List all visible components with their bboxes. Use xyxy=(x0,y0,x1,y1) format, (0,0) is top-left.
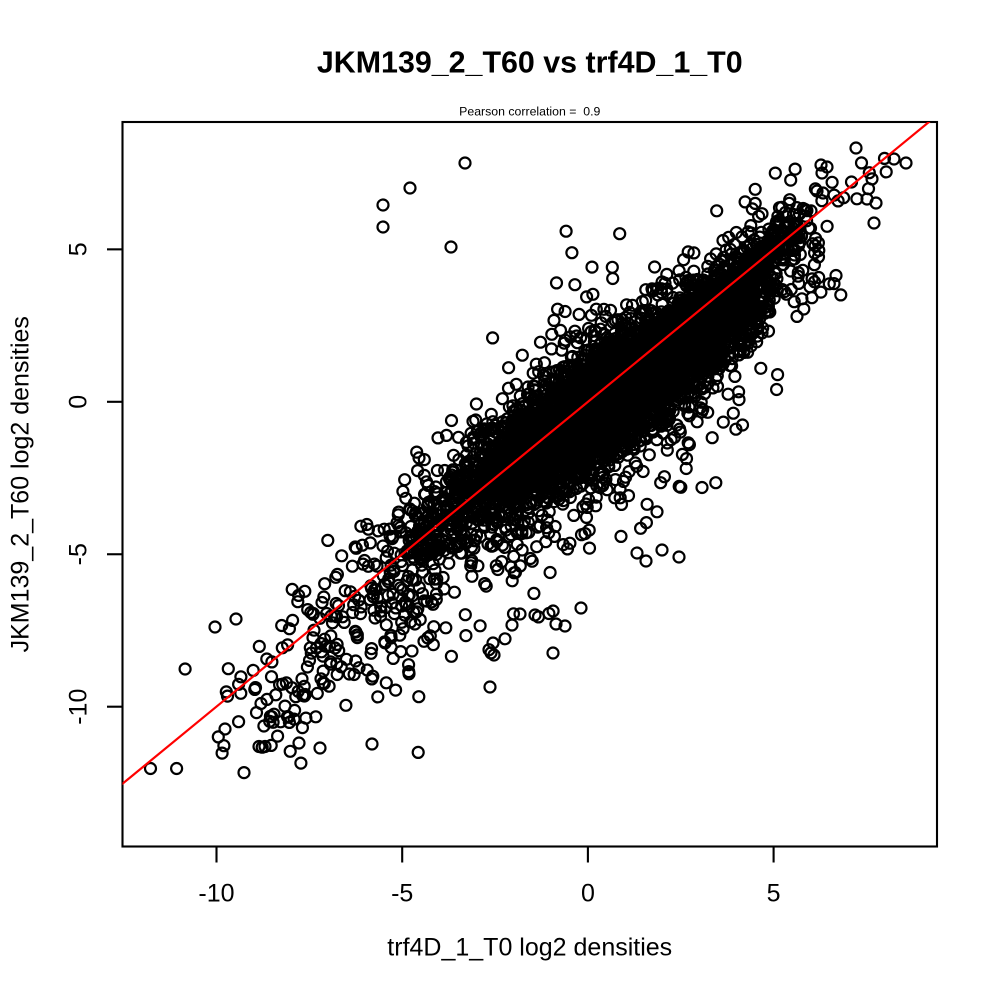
svg-text:-5: -5 xyxy=(65,543,93,565)
svg-text:0: 0 xyxy=(65,395,93,409)
svg-text:0: 0 xyxy=(581,880,595,908)
svg-text:-5: -5 xyxy=(391,880,413,908)
svg-text:Pearson correlation = 0.9: Pearson correlation = 0.9 xyxy=(459,105,600,119)
svg-text:-10: -10 xyxy=(65,689,93,725)
svg-text:5: 5 xyxy=(767,880,781,908)
svg-text:JKM139_2_T60 log2 densities: JKM139_2_T60 log2 densities xyxy=(7,316,35,652)
svg-text:trf4D_1_T0 log2 densities: trf4D_1_T0 log2 densities xyxy=(387,934,672,962)
svg-text:JKM139_2_T60 vs trf4D_1_T0: JKM139_2_T60 vs trf4D_1_T0 xyxy=(317,46,743,80)
svg-text:5: 5 xyxy=(65,242,93,256)
svg-text:-10: -10 xyxy=(198,880,234,908)
